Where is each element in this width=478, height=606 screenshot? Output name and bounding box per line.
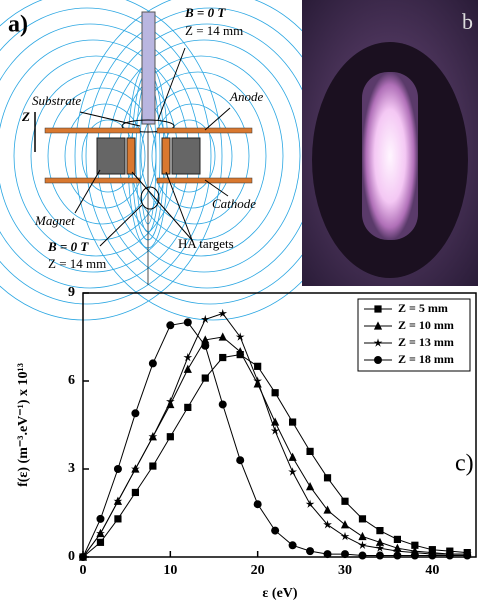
- marker: [359, 515, 366, 522]
- marker: [446, 552, 454, 560]
- legend-label: Z = 13 mm: [398, 335, 454, 349]
- marker: [324, 550, 332, 558]
- field-label: B = 0 T: [184, 5, 226, 20]
- marker: [374, 356, 382, 364]
- anode-label: Anode: [229, 89, 263, 104]
- x-tick-label: 40: [425, 563, 439, 578]
- marker: [167, 433, 174, 440]
- legend-label: Z = 10 mm: [398, 318, 454, 332]
- marker: [341, 498, 348, 505]
- z-label: Z = 14 mm: [185, 23, 243, 38]
- marker: [166, 321, 174, 329]
- marker: [393, 552, 401, 560]
- marker: [184, 404, 191, 411]
- marker: [376, 527, 383, 534]
- cathode-plate: [157, 178, 252, 183]
- x-tick-label: 30: [338, 563, 352, 578]
- target: [127, 138, 135, 174]
- y-axis-label: f(ε) (m⁻³.eV⁻¹) x 10¹³: [16, 363, 31, 487]
- marker: [218, 309, 227, 317]
- marker: [358, 552, 366, 560]
- marker: [131, 409, 139, 417]
- substrate-rod: [142, 12, 155, 124]
- marker: [97, 539, 104, 546]
- marker: [463, 552, 471, 560]
- marker: [132, 489, 139, 496]
- y-tick-label: 9: [68, 285, 75, 300]
- marker: [201, 342, 209, 350]
- marker: [428, 552, 436, 560]
- marker: [376, 552, 384, 560]
- marker: [374, 305, 381, 312]
- marker: [272, 389, 279, 396]
- x-axis-label: ε (eV): [262, 586, 297, 601]
- plasma: [362, 72, 418, 240]
- legend-label: Z = 5 mm: [398, 301, 448, 315]
- target: [162, 138, 170, 174]
- magnet: [97, 138, 125, 174]
- x-tick-label: 20: [251, 563, 265, 578]
- marker: [254, 500, 262, 508]
- marker: [114, 515, 121, 522]
- x-tick-label: 10: [163, 563, 177, 578]
- anode-plate: [157, 128, 252, 133]
- marker: [183, 353, 192, 361]
- marker: [96, 515, 104, 523]
- marker: [324, 474, 331, 481]
- z-symbol: Z: [21, 109, 30, 124]
- legend-label: Z = 18 mm: [398, 352, 454, 366]
- marker: [219, 332, 227, 340]
- photo-panel: b: [302, 0, 478, 286]
- marker: [254, 363, 261, 370]
- panel-label: b: [462, 9, 473, 34]
- y-tick-label: 3: [68, 461, 75, 476]
- marker: [149, 359, 157, 367]
- marker: [184, 318, 192, 326]
- figure: a) B = 0 T Z = 14 mm Substrate Anode Z M…: [0, 0, 478, 606]
- marker: [202, 374, 209, 381]
- field-line: [0, 40, 189, 272]
- marker: [219, 354, 226, 361]
- marker: [306, 448, 313, 455]
- marker: [201, 315, 210, 323]
- marker: [288, 467, 297, 475]
- panel-label: a): [8, 12, 28, 38]
- marker: [341, 520, 349, 528]
- cathode-label: Cathode: [212, 196, 256, 211]
- y-tick-label: 0: [68, 549, 75, 564]
- marker: [306, 482, 314, 490]
- marker: [289, 418, 296, 425]
- zero-field-ring: [141, 187, 159, 209]
- marker: [358, 532, 366, 540]
- magnet: [172, 138, 200, 174]
- marker: [149, 462, 156, 469]
- magnet-label: Magnet: [34, 213, 75, 228]
- marker: [358, 541, 367, 549]
- marker: [79, 553, 87, 561]
- field-label: B = 0 T: [47, 239, 89, 254]
- marker: [394, 536, 401, 543]
- marker: [271, 527, 279, 535]
- panel-label: c): [455, 451, 474, 477]
- marker: [289, 453, 297, 461]
- y-tick-label: 6: [68, 373, 75, 388]
- marker: [306, 500, 315, 508]
- marker: [306, 547, 314, 555]
- substrate-label: Substrate: [32, 93, 81, 108]
- z-label: Z = 14 mm: [48, 256, 106, 271]
- marker: [341, 550, 349, 558]
- targets-label: HA targets: [178, 236, 234, 251]
- marker: [289, 541, 297, 549]
- marker: [114, 465, 122, 473]
- anode-plate: [45, 128, 140, 133]
- diagram-panel: a) B = 0 T Z = 14 mm Substrate Anode Z M…: [0, 0, 351, 320]
- marker: [411, 552, 419, 560]
- marker: [341, 532, 350, 540]
- marker: [236, 456, 244, 464]
- marker: [219, 400, 227, 408]
- x-tick-label: 0: [80, 563, 87, 578]
